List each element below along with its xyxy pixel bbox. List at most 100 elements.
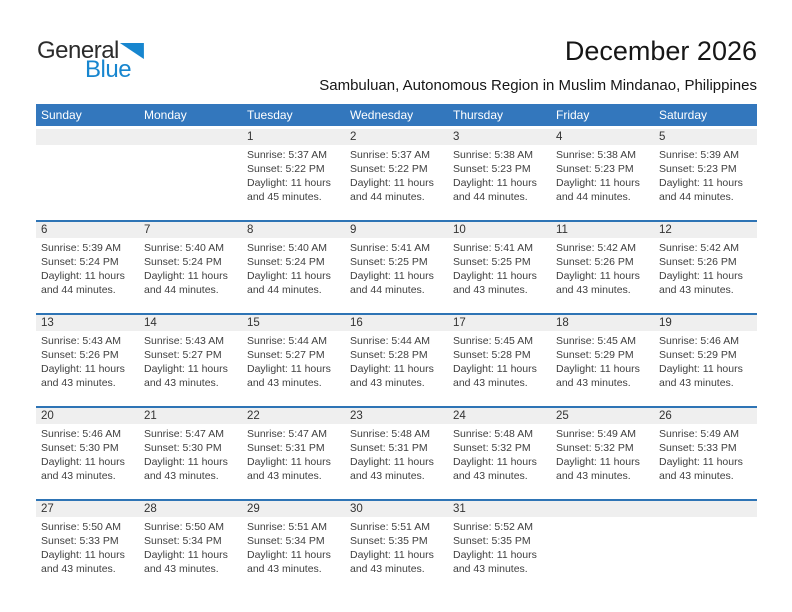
- day-sunset: Sunset: 5:23 PM: [453, 163, 531, 175]
- day-info: Sunrise: 5:43 AM Sunset: 5:27 PM Daylight:…: [139, 331, 242, 390]
- day-sunrise: Sunrise: 5:52 AM: [453, 521, 533, 533]
- day-daylight: Daylight: 11 hours and 44 minutes.: [247, 270, 331, 296]
- day-sunset: Sunset: 5:30 PM: [41, 442, 119, 454]
- day-number: 23: [345, 408, 448, 424]
- day-number: 17: [448, 315, 551, 331]
- day-cell-14: 14 Sunrise: 5:43 AM Sunset: 5:27 PM Dayligh…: [139, 315, 242, 406]
- day-sunset: Sunset: 5:32 PM: [453, 442, 531, 454]
- day-sunset: Sunset: 5:35 PM: [350, 535, 428, 547]
- day-cell-12: 12 Sunrise: 5:42 AM Sunset: 5:26 PM Dayligh…: [654, 222, 757, 313]
- calendar-table: Sunday Monday Tuesday Wednesday Thursday…: [36, 104, 757, 592]
- day-sunrise: Sunrise: 5:51 AM: [247, 521, 327, 533]
- day-sunset: Sunset: 5:29 PM: [556, 349, 634, 361]
- day-number: 20: [36, 408, 139, 424]
- day-cell-22: 22 Sunrise: 5:47 AM Sunset: 5:31 PM Dayligh…: [242, 408, 345, 499]
- day-info: Sunrise: 5:37 AM Sunset: 5:22 PM Daylight:…: [242, 145, 345, 204]
- day-sunrise: Sunrise: 5:49 AM: [556, 428, 636, 440]
- day-daylight: Daylight: 11 hours and 43 minutes.: [144, 456, 228, 482]
- day-number: 25: [551, 408, 654, 424]
- day-sunrise: Sunrise: 5:47 AM: [144, 428, 224, 440]
- day-sunrise: Sunrise: 5:42 AM: [659, 242, 739, 254]
- day-sunset: Sunset: 5:22 PM: [350, 163, 428, 175]
- day-daylight: Daylight: 11 hours and 43 minutes.: [350, 363, 434, 389]
- day-info: Sunrise: 5:38 AM Sunset: 5:23 PM Daylight:…: [551, 145, 654, 204]
- day-sunset: Sunset: 5:26 PM: [41, 349, 119, 361]
- day-sunrise: Sunrise: 5:43 AM: [41, 335, 121, 347]
- day-info: Sunrise: 5:42 AM Sunset: 5:26 PM Daylight:…: [551, 238, 654, 297]
- day-info: Sunrise: 5:48 AM Sunset: 5:31 PM Daylight:…: [345, 424, 448, 483]
- day-daylight: Daylight: 11 hours and 43 minutes.: [659, 456, 743, 482]
- day-daylight: Daylight: 11 hours and 43 minutes.: [144, 363, 228, 389]
- day-daylight: Daylight: 11 hours and 43 minutes.: [350, 456, 434, 482]
- day-cell-15: 15 Sunrise: 5:44 AM Sunset: 5:27 PM Dayligh…: [242, 315, 345, 406]
- day-cell-empty: [551, 501, 654, 592]
- day-sunset: Sunset: 5:24 PM: [247, 256, 325, 268]
- day-daylight: Daylight: 11 hours and 43 minutes.: [659, 270, 743, 296]
- day-cell-3: 3 Sunrise: 5:38 AM Sunset: 5:23 PM Daylight…: [448, 129, 551, 220]
- day-sunrise: Sunrise: 5:39 AM: [41, 242, 121, 254]
- day-info: Sunrise: 5:45 AM Sunset: 5:28 PM Daylight:…: [448, 331, 551, 390]
- day-sunrise: Sunrise: 5:38 AM: [453, 149, 533, 161]
- day-number: 5: [654, 129, 757, 145]
- day-sunset: Sunset: 5:33 PM: [41, 535, 119, 547]
- day-info: Sunrise: 5:40 AM Sunset: 5:24 PM Daylight:…: [242, 238, 345, 297]
- day-daylight: Daylight: 11 hours and 43 minutes.: [350, 549, 434, 575]
- day-number: 18: [551, 315, 654, 331]
- day-sunrise: Sunrise: 5:40 AM: [247, 242, 327, 254]
- day-sunset: Sunset: 5:31 PM: [247, 442, 325, 454]
- day-sunset: Sunset: 5:24 PM: [144, 256, 222, 268]
- weekday-friday: Friday: [556, 108, 590, 122]
- day-number: 15: [242, 315, 345, 331]
- weekday-wednesday: Wednesday: [350, 108, 414, 122]
- weekday-thursday: Thursday: [453, 108, 504, 122]
- calendar-weeks: 1 Sunrise: 5:37 AM Sunset: 5:22 PM Daylight…: [36, 127, 757, 592]
- day-number: 12: [654, 222, 757, 238]
- day-daylight: Daylight: 11 hours and 44 minutes.: [350, 270, 434, 296]
- day-sunrise: Sunrise: 5:44 AM: [247, 335, 327, 347]
- day-cell-18: 18 Sunrise: 5:45 AM Sunset: 5:29 PM Dayligh…: [551, 315, 654, 406]
- day-daylight: Daylight: 11 hours and 43 minutes.: [247, 456, 331, 482]
- day-sunrise: Sunrise: 5:39 AM: [659, 149, 739, 161]
- day-sunset: Sunset: 5:28 PM: [350, 349, 428, 361]
- day-number: [654, 501, 757, 517]
- day-sunrise: Sunrise: 5:41 AM: [453, 242, 533, 254]
- day-info: Sunrise: 5:38 AM Sunset: 5:23 PM Daylight:…: [448, 145, 551, 204]
- day-info: Sunrise: 5:49 AM Sunset: 5:32 PM Daylight:…: [551, 424, 654, 483]
- day-daylight: Daylight: 11 hours and 43 minutes.: [453, 549, 537, 575]
- week-row: 6 Sunrise: 5:39 AM Sunset: 5:24 PM Daylight…: [36, 220, 757, 313]
- day-cell-24: 24 Sunrise: 5:48 AM Sunset: 5:32 PM Dayligh…: [448, 408, 551, 499]
- day-info: Sunrise: 5:51 AM Sunset: 5:34 PM Daylight:…: [242, 517, 345, 576]
- day-info: Sunrise: 5:44 AM Sunset: 5:27 PM Daylight:…: [242, 331, 345, 390]
- day-number: [551, 501, 654, 517]
- day-sunset: Sunset: 5:26 PM: [556, 256, 634, 268]
- day-number: 13: [36, 315, 139, 331]
- day-number: 8: [242, 222, 345, 238]
- day-daylight: Daylight: 11 hours and 43 minutes.: [247, 549, 331, 575]
- weekday-monday: Monday: [144, 108, 187, 122]
- day-cell-7: 7 Sunrise: 5:40 AM Sunset: 5:24 PM Daylight…: [139, 222, 242, 313]
- day-cell-25: 25 Sunrise: 5:49 AM Sunset: 5:32 PM Dayligh…: [551, 408, 654, 499]
- day-sunset: Sunset: 5:33 PM: [659, 442, 737, 454]
- week-row: 13 Sunrise: 5:43 AM Sunset: 5:26 PM Dayligh…: [36, 313, 757, 406]
- day-info: Sunrise: 5:43 AM Sunset: 5:26 PM Daylight:…: [36, 331, 139, 390]
- day-cell-29: 29 Sunrise: 5:51 AM Sunset: 5:34 PM Dayligh…: [242, 501, 345, 592]
- day-sunset: Sunset: 5:25 PM: [350, 256, 428, 268]
- general-blue-logo: General Blue: [37, 39, 144, 82]
- day-sunset: Sunset: 5:23 PM: [659, 163, 737, 175]
- day-info: Sunrise: 5:51 AM Sunset: 5:35 PM Daylight:…: [345, 517, 448, 576]
- day-cell-23: 23 Sunrise: 5:48 AM Sunset: 5:31 PM Dayligh…: [345, 408, 448, 499]
- day-cell-28: 28 Sunrise: 5:50 AM Sunset: 5:34 PM Dayligh…: [139, 501, 242, 592]
- day-sunrise: Sunrise: 5:46 AM: [41, 428, 121, 440]
- day-sunrise: Sunrise: 5:43 AM: [144, 335, 224, 347]
- day-number: 22: [242, 408, 345, 424]
- day-number: [139, 129, 242, 145]
- day-number: 2: [345, 129, 448, 145]
- day-daylight: Daylight: 11 hours and 43 minutes.: [556, 270, 640, 296]
- day-cell-1: 1 Sunrise: 5:37 AM Sunset: 5:22 PM Daylight…: [242, 129, 345, 220]
- day-sunrise: Sunrise: 5:50 AM: [144, 521, 224, 533]
- day-cell-31: 31 Sunrise: 5:52 AM Sunset: 5:35 PM Dayligh…: [448, 501, 551, 592]
- day-cell-6: 6 Sunrise: 5:39 AM Sunset: 5:24 PM Daylight…: [36, 222, 139, 313]
- day-info: Sunrise: 5:46 AM Sunset: 5:29 PM Daylight:…: [654, 331, 757, 390]
- day-number: 14: [139, 315, 242, 331]
